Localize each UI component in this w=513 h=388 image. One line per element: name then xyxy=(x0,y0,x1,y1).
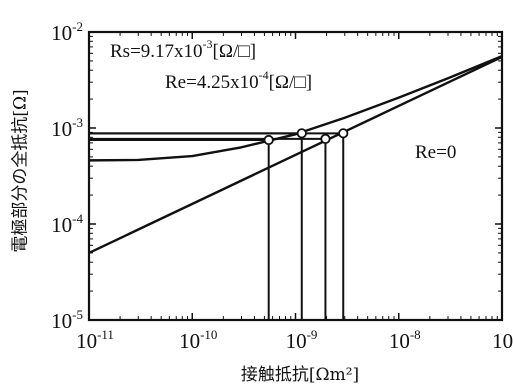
x-tick-label: 10-11 xyxy=(76,327,114,353)
y-tick-label: 10-3 xyxy=(51,115,83,141)
y-tick-label-base: 10 xyxy=(51,213,72,237)
annotation-re: Re=4.25x10-4[Ω/□] xyxy=(165,68,312,93)
y-tick-label: 10-2 xyxy=(51,19,83,45)
x-tick-label-exp: -8 xyxy=(410,327,421,342)
annotation-rs-unit: [Ω/□] xyxy=(213,41,257,62)
annotation-rs: Rs=9.17x10-3[Ω/□] xyxy=(110,37,256,62)
y-tick-label: 10-5 xyxy=(51,307,83,333)
annotation-re-main: Re=4.25x10 xyxy=(165,72,259,93)
x-tick-label: 10-9 xyxy=(286,327,318,353)
x-tick-label: 10-10 xyxy=(179,327,217,353)
x-tick-label-exp: -11 xyxy=(97,327,114,342)
data-point-marker-3 xyxy=(320,133,331,144)
x-tick-label: 10-7 xyxy=(492,327,513,353)
series-line-2 xyxy=(88,55,503,254)
x-tick-label-exp: -9 xyxy=(307,327,318,342)
x-tick-label-base: 10 xyxy=(179,329,200,353)
y-tick-label-base: 10 xyxy=(51,117,72,141)
x-tick-label-exp: -10 xyxy=(200,327,217,342)
y-tick-label-base: 10 xyxy=(51,309,72,333)
x-tick-label-base: 10 xyxy=(492,329,513,353)
annotation-re-unit: [Ω/□] xyxy=(269,72,313,93)
y-tick-label: 10-4 xyxy=(51,211,83,237)
x-tick-label: 10-8 xyxy=(389,327,421,353)
annotation-rs-exp: -3 xyxy=(203,37,213,51)
data-point-marker-1 xyxy=(263,134,274,146)
x-axis-label: 接触抵抗[Ωm²] xyxy=(241,365,359,385)
data-point-marker-4 xyxy=(338,128,349,139)
annotation-rs-main: Rs=9.17x10 xyxy=(110,41,203,62)
y-tick-label-exp: -4 xyxy=(72,211,83,226)
annotation-re0: Re=0 xyxy=(415,142,456,163)
y-tick-label-exp: -5 xyxy=(72,307,83,322)
y-tick-label-exp: -3 xyxy=(72,115,83,130)
y-tick-label-exp: -2 xyxy=(72,19,83,34)
x-tick-label-base: 10 xyxy=(76,329,97,353)
y-axis-label: 電極部分の全抵抗[Ω] xyxy=(11,89,31,252)
x-tick-label-base: 10 xyxy=(389,329,410,353)
annotation-re-exp: -4 xyxy=(259,68,269,82)
x-tick-label-base: 10 xyxy=(286,329,307,353)
data-point-marker-2 xyxy=(296,128,307,139)
y-tick-label-base: 10 xyxy=(51,21,72,45)
